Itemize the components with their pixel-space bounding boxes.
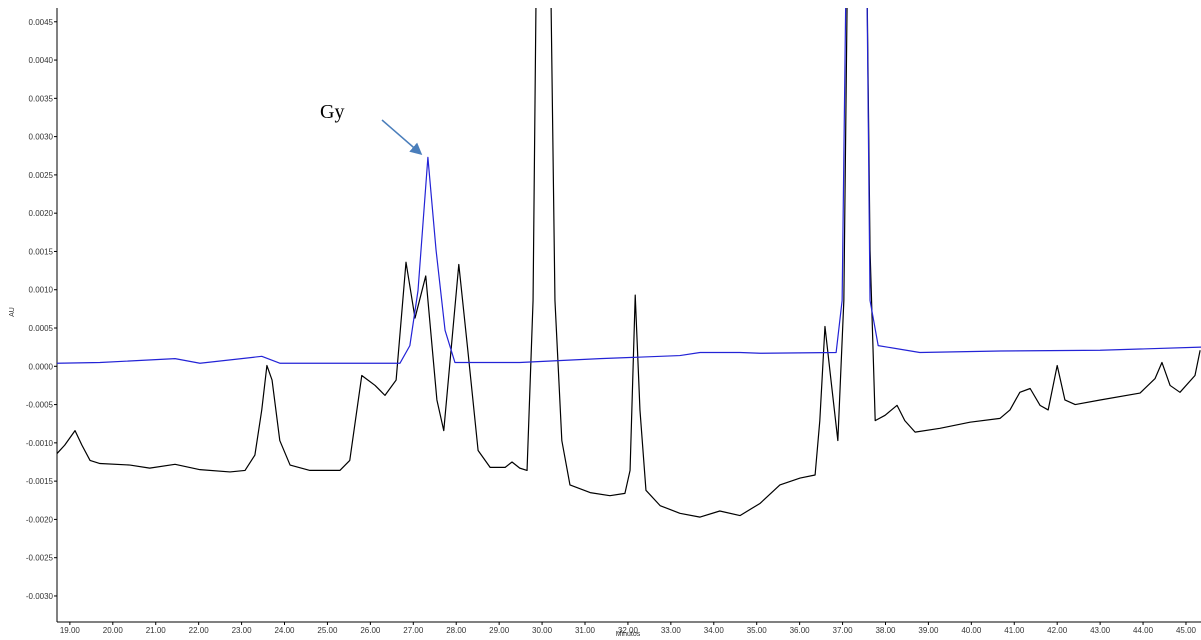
x-tick-label: 41.00 (1004, 626, 1025, 635)
y-tick-label: 0.0010 (29, 286, 54, 295)
x-tick-label: 28.00 (446, 626, 467, 635)
x-tick-label: 24.00 (274, 626, 295, 635)
y-tick-label: 0.0000 (29, 362, 54, 371)
x-tick-label: 26.00 (360, 626, 381, 635)
x-tick-label: 30.00 (532, 626, 553, 635)
y-tick-label: -0.0005 (26, 401, 54, 410)
series-line (57, 8, 1201, 518)
x-tick-label: 23.00 (232, 626, 253, 635)
x-tick-label: 42.00 (1047, 626, 1068, 635)
y-tick-label: 0.0040 (29, 56, 54, 65)
x-tick-label: 38.00 (875, 626, 896, 635)
annotation-arrow (381, 119, 423, 155)
x-tick-label: 27.00 (403, 626, 424, 635)
x-tick-label: 32.00 (618, 626, 639, 635)
x-tick-label: 35.00 (747, 626, 768, 635)
x-tick-label: 39.00 (918, 626, 939, 635)
y-tick-label: -0.0020 (26, 515, 54, 524)
annotation: Gy (320, 101, 344, 123)
x-tick-label: 45.00 (1176, 626, 1197, 635)
x-tick-label: 31.00 (575, 626, 596, 635)
y-tick-label: 0.0015 (29, 247, 54, 256)
x-tick-label: 43.00 (1090, 626, 1111, 635)
x-axis-label: Minutos (616, 631, 641, 638)
y-tick-label: 0.0020 (29, 209, 54, 218)
y-tick-label: 0.0025 (29, 171, 54, 180)
x-tick-label: 25.00 (317, 626, 338, 635)
x-tick-label: 34.00 (704, 626, 725, 635)
y-tick-label: 0.0035 (29, 94, 54, 103)
series-line (57, 8, 1201, 364)
x-tick-label: 36.00 (790, 626, 811, 635)
x-tick-label: 37.00 (833, 626, 854, 635)
x-tick-label: 40.00 (961, 626, 982, 635)
y-tick-label: -0.0015 (26, 477, 54, 486)
y-tick-label: -0.0025 (26, 554, 54, 563)
x-tick-label: 19.00 (60, 626, 81, 635)
y-tick-label: -0.0030 (26, 592, 54, 601)
y-tick-label: 0.0030 (29, 133, 54, 142)
y-tick-label: -0.0010 (26, 439, 54, 448)
x-tick-label: 20.00 (103, 626, 124, 635)
y-tick-label: 0.0005 (29, 324, 54, 333)
x-tick-label: 33.00 (661, 626, 682, 635)
x-tick-label: 21.00 (146, 626, 167, 635)
x-tick-label: 22.00 (189, 626, 210, 635)
x-tick-label: 44.00 (1133, 626, 1154, 635)
y-tick-label: 0.0045 (29, 18, 54, 27)
x-tick-label: 29.00 (489, 626, 510, 635)
y-axis-label: AU (9, 307, 16, 317)
